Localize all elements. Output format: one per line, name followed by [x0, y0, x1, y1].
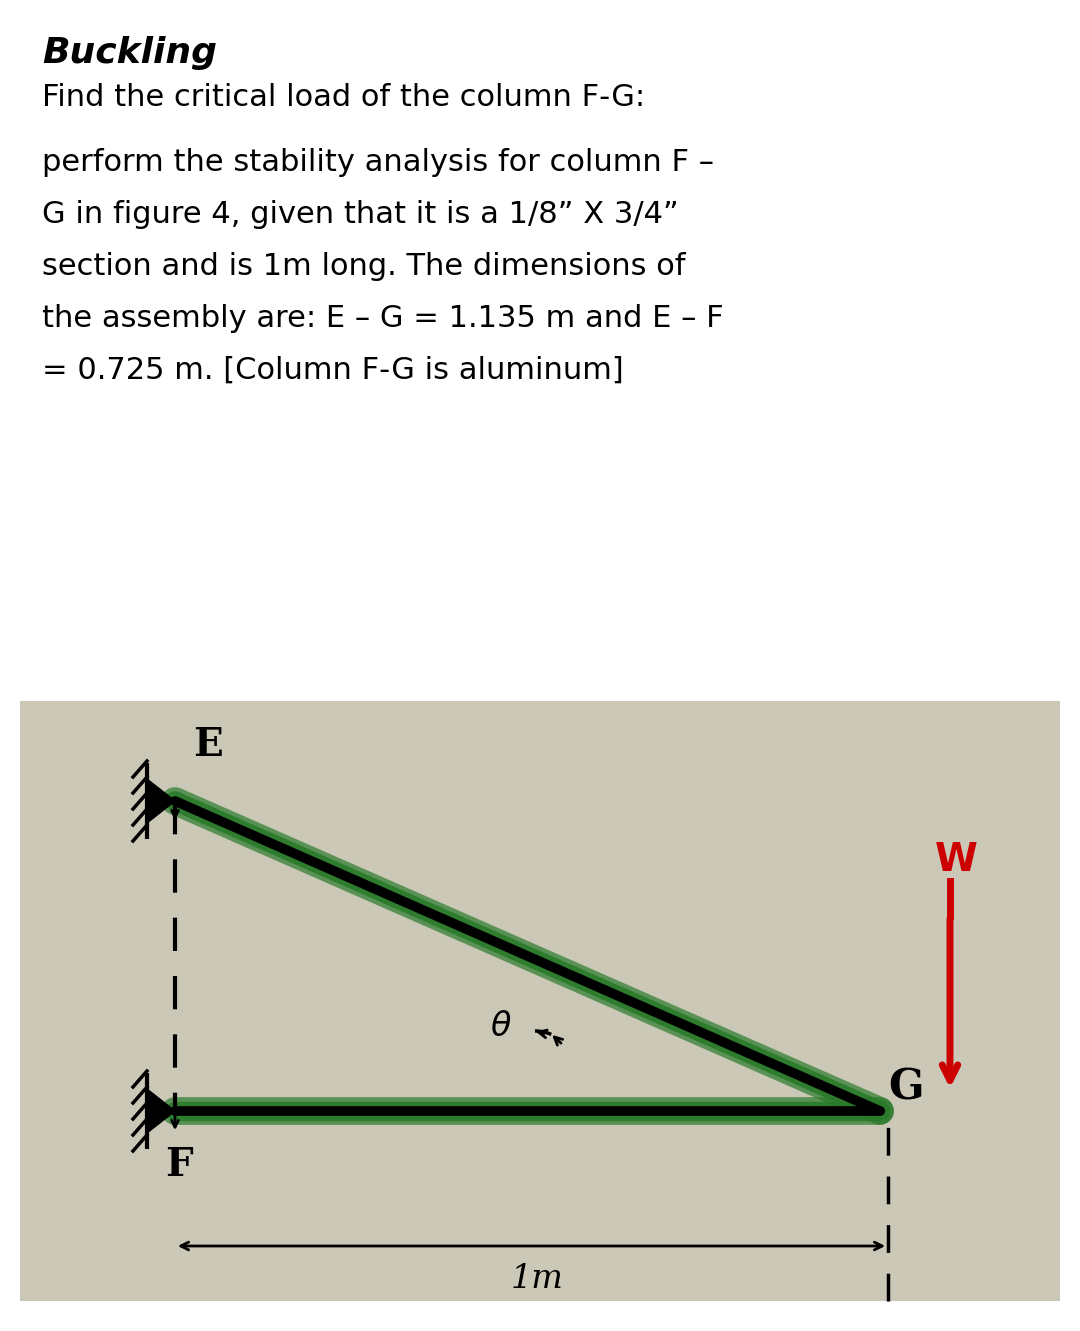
Text: $\theta$: $\theta$	[490, 1012, 512, 1044]
Text: W: W	[935, 841, 977, 878]
Polygon shape	[147, 779, 175, 823]
Text: section and is 1m long. The dimensions of: section and is 1m long. The dimensions o…	[42, 252, 686, 281]
Text: Find the critical load of the column F-G:: Find the critical load of the column F-G…	[42, 83, 645, 112]
FancyBboxPatch shape	[21, 701, 1059, 1300]
Text: perform the stability analysis for column F –: perform the stability analysis for colum…	[42, 148, 714, 177]
Text: G: G	[888, 1066, 923, 1107]
Polygon shape	[147, 1089, 175, 1133]
Text: Buckling: Buckling	[42, 36, 217, 71]
Text: E: E	[193, 725, 222, 764]
Text: G in figure 4, given that it is a 1/8” X 3/4”: G in figure 4, given that it is a 1/8” X…	[42, 200, 678, 229]
Text: = 0.725 m. [Column F-G is aluminum]: = 0.725 m. [Column F-G is aluminum]	[42, 355, 624, 385]
Text: 1m: 1m	[511, 1263, 564, 1295]
Text: the assembly are: E – G = 1.135 m and E – F: the assembly are: E – G = 1.135 m and E …	[42, 303, 724, 333]
Text: F: F	[165, 1146, 192, 1185]
